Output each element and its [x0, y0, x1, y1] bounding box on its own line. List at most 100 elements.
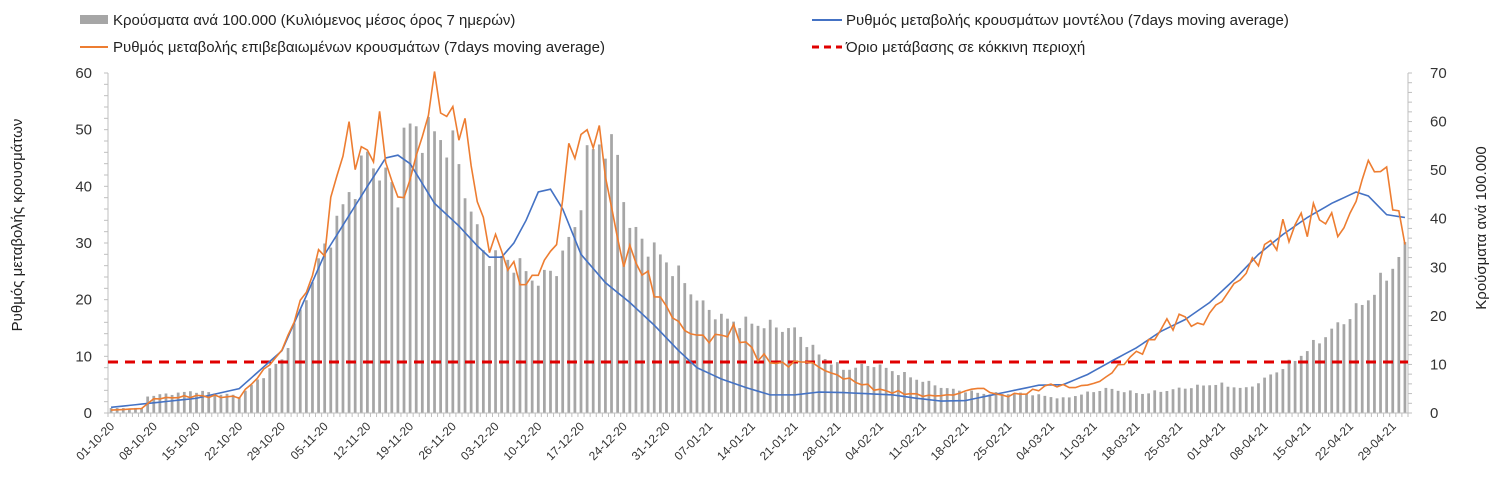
bar [1086, 391, 1089, 413]
bar [359, 155, 363, 413]
x-tick-label: 15-04-21 [1270, 419, 1314, 463]
bar [897, 375, 900, 413]
bar [854, 367, 858, 413]
bar [689, 294, 693, 413]
bar [1012, 393, 1016, 413]
bar [1318, 343, 1321, 413]
bar [1403, 242, 1407, 413]
bar [506, 259, 510, 413]
bar [1031, 395, 1035, 413]
legend: Κρούσματα ανά 100.000 (Κυλιόμενος μέσος … [80, 12, 1289, 56]
bar [1019, 392, 1022, 413]
bar [1348, 319, 1352, 413]
bar [1293, 360, 1297, 413]
line-series [108, 71, 1408, 411]
bar [1379, 272, 1382, 413]
bar [1110, 388, 1114, 413]
bar [1073, 396, 1077, 413]
bar [781, 331, 784, 413]
bar [811, 344, 815, 413]
confirmed-rate-line [111, 71, 1406, 411]
bar [726, 318, 729, 413]
bar [231, 394, 235, 413]
bar [1067, 397, 1071, 413]
bar [1324, 337, 1327, 413]
x-tick-label: 24-12-20 [586, 419, 630, 463]
bar [323, 243, 327, 413]
bar [1214, 384, 1218, 413]
bar [1135, 393, 1138, 413]
bar [109, 407, 113, 413]
bar [958, 390, 961, 413]
bar [433, 131, 436, 413]
bar [744, 316, 748, 413]
bar [640, 238, 644, 413]
bar [390, 182, 394, 413]
bar [1385, 280, 1389, 413]
bar [274, 363, 278, 413]
bar [207, 392, 211, 413]
bar [457, 164, 461, 413]
y-right-tick-label: 40 [1430, 211, 1447, 228]
bar [1098, 391, 1102, 413]
bar [1177, 387, 1181, 413]
bar [1049, 397, 1053, 413]
bar [366, 151, 369, 414]
x-tick-label: 07-01-21 [671, 419, 715, 463]
bar [1141, 393, 1144, 413]
bar [280, 359, 284, 413]
x-tick-label: 12-11-20 [330, 419, 373, 462]
bar [225, 393, 229, 413]
bar [134, 407, 137, 413]
legend-threshold-label: Όριο μετάβασης σε κόκκινη περιοχή [845, 39, 1085, 56]
bar [408, 123, 412, 414]
bar [195, 392, 198, 413]
bar [1275, 372, 1279, 413]
x-tick-label: 22-10-20 [201, 419, 245, 463]
bar [866, 365, 870, 413]
bar [970, 390, 973, 413]
bar [555, 276, 558, 413]
bar [634, 226, 638, 413]
bar [463, 198, 467, 413]
y-left-axis-title: Ρυθμός μεταβολής κρουσμάτων [9, 119, 26, 332]
bar [286, 348, 290, 413]
bar [829, 364, 833, 413]
bar [219, 394, 223, 413]
bar [732, 321, 735, 413]
bar [1122, 392, 1126, 413]
bar [1226, 386, 1230, 413]
bar [921, 381, 925, 413]
y-right-axis-title: Κρούσματα ανά 100.000 [1473, 146, 1490, 309]
bar [1250, 386, 1254, 413]
bar [1299, 355, 1303, 413]
bar [439, 140, 443, 413]
bar [481, 250, 485, 413]
bars-series [109, 116, 1407, 414]
bar [347, 192, 351, 413]
bar [536, 285, 540, 413]
bar [213, 393, 217, 413]
bar [976, 392, 980, 413]
bar [378, 180, 381, 413]
bar [964, 392, 967, 413]
bar [469, 211, 473, 413]
model-rate-line [110, 154, 1406, 409]
x-tick-label: 18-03-21 [1099, 419, 1143, 463]
bar [237, 396, 241, 413]
x-tick-label: 05-11-20 [288, 419, 331, 462]
bar [1287, 359, 1291, 413]
bar [1232, 387, 1236, 413]
legend-confirmed-label: Ρυθμός μεταβολής επιβεβαιωμένων κρουσμάτ… [113, 39, 605, 56]
bar [1116, 390, 1120, 413]
bar [817, 354, 821, 413]
bar [353, 199, 357, 413]
bar [1037, 394, 1041, 413]
bar [268, 368, 272, 413]
bar [500, 255, 504, 413]
bar [1092, 392, 1096, 413]
bar [890, 371, 894, 413]
bar [243, 390, 247, 413]
bar [372, 168, 375, 413]
bar [494, 250, 497, 413]
